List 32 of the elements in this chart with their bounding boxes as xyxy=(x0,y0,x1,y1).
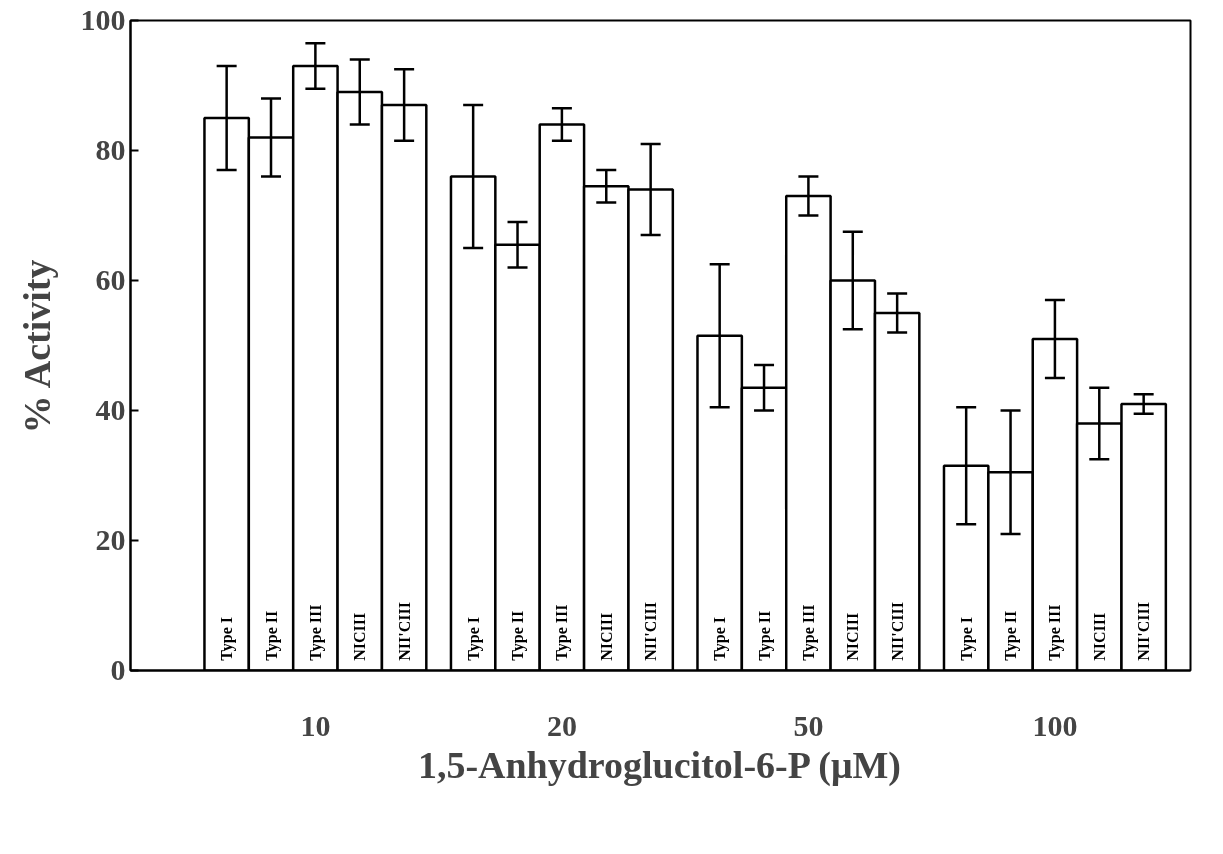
text: Type III xyxy=(553,604,571,661)
x-tick-label: 10 xyxy=(300,708,331,742)
x-tick-label: 20 xyxy=(546,708,577,742)
x-tick-label: 50 xyxy=(793,708,824,742)
series-label: NII'CIII xyxy=(395,602,413,661)
y-tick-label: 60 xyxy=(95,263,126,296)
text: Type II xyxy=(1002,610,1020,661)
text: NII'CIII xyxy=(1135,602,1153,661)
x-tick-label: 100 xyxy=(1032,708,1078,742)
text: Type II xyxy=(755,610,773,661)
text: Type III xyxy=(799,604,817,661)
text: NII'CIII xyxy=(642,602,660,661)
x-axis-title: 1,5-Anhydroglucitol-6-P (μM) xyxy=(417,743,902,787)
text: Type III xyxy=(1046,604,1064,661)
series-label: Type II xyxy=(262,610,281,661)
text: Type I xyxy=(464,617,482,661)
text: NICIII xyxy=(1090,612,1108,661)
series-label: Type III xyxy=(306,604,325,661)
text: Type II xyxy=(509,610,527,661)
text: NICIII xyxy=(844,612,862,661)
y-tick-label: 80 xyxy=(95,133,126,166)
text: NII'CIII xyxy=(888,602,906,661)
series-label: Type I xyxy=(218,617,237,661)
series-label: NICIII xyxy=(351,612,369,661)
text: Type I xyxy=(957,617,975,661)
y-tick-label: 100 xyxy=(80,3,126,36)
y-tick-label: 20 xyxy=(95,523,126,556)
text: NICIII xyxy=(597,612,615,661)
y-axis-title: % Activity xyxy=(15,259,58,434)
text: Type I xyxy=(711,617,729,661)
y-tick-label: 40 xyxy=(95,393,126,426)
y-tick-label: 0 xyxy=(110,653,126,686)
